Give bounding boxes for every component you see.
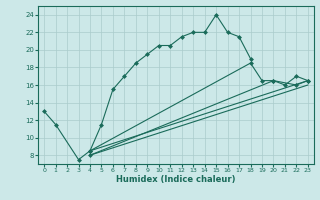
X-axis label: Humidex (Indice chaleur): Humidex (Indice chaleur): [116, 175, 236, 184]
